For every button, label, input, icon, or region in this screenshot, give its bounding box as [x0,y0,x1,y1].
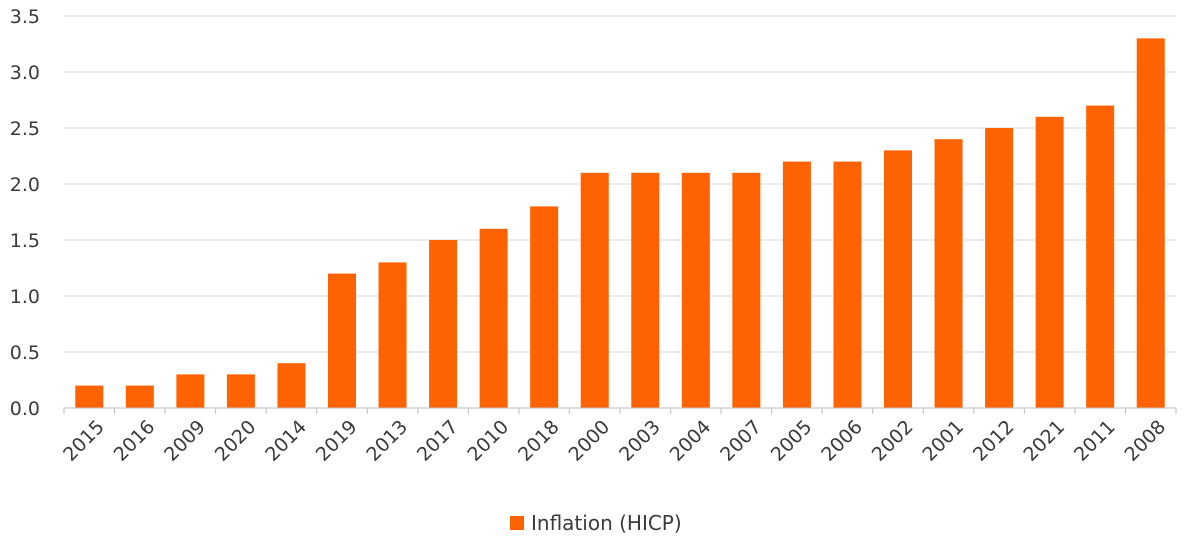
bar-2013 [378,262,407,408]
x-tick-label: 2014 [261,416,311,466]
x-tick-label: 2008 [1121,416,1171,466]
bar-2019 [328,273,356,408]
bar-2006 [833,161,862,408]
bar-2014 [277,363,306,408]
bar-2004 [681,172,710,408]
x-tick-label: 2005 [767,416,817,466]
bar-2002 [884,150,912,408]
x-tick-label: 2004 [666,416,716,466]
y-tick-label: 0.5 [10,342,40,364]
bar-2008 [1136,38,1165,409]
y-tick-label: 2.5 [10,118,40,140]
x-tick-label: 2020 [211,416,261,466]
bar-2012 [985,128,1014,408]
x-tick-label: 2011 [1070,416,1120,466]
bar-2003 [631,172,660,408]
x-tick-label: 2019 [312,416,362,466]
x-tick-label: 2013 [362,416,412,466]
x-tick-label: 2021 [1019,416,1069,466]
bars [75,38,1165,409]
y-tick-label: 3.5 [10,6,40,28]
bar-2018 [530,206,559,408]
bar-2005 [782,161,811,408]
bar-2015 [75,385,104,408]
bar-2007 [732,172,761,408]
legend: Inflation (HICP) [510,511,682,535]
legend-swatch-inflation-hicp [510,516,524,530]
y-tick-label: 1.5 [10,230,40,252]
x-axis [63,407,1177,414]
bar-2016 [125,385,154,408]
x-tick-label: 2012 [969,416,1019,466]
x-tick-label: 2001 [918,416,968,466]
x-tick-label: 2009 [160,416,210,466]
bar-2009 [176,374,205,408]
y-tick-label: 3.0 [10,62,40,84]
x-tick-label: 2018 [514,416,564,466]
bar-2011 [1086,105,1115,408]
y-tick-label: 0.0 [10,398,40,420]
y-tick-label: 2.0 [10,174,40,196]
y-tick-label: 1.0 [10,286,40,308]
bar-2010 [479,228,508,408]
x-axis-tick-labels: 2015 2016 2009 2020 2014 2019 2013 2017 2010 2018… [59,416,1170,466]
legend-label-inflation-hicp: Inflation (HICP) [531,511,682,535]
x-tick-label: 2003 [615,416,665,466]
bar-2021 [1035,116,1064,409]
x-tick-label: 2015 [59,416,109,466]
x-tick-label: 2007 [716,416,766,466]
x-tick-label: 2010 [463,416,513,466]
x-tick-label: 2016 [110,416,160,466]
bar-2000 [580,172,609,408]
x-tick-label: 2006 [817,416,867,466]
bar-2020 [226,374,255,408]
x-tick-label: 2002 [868,416,918,466]
bar-2001 [934,139,963,408]
x-tick-label: 2000 [565,416,615,466]
y-axis-tick-labels: 0.0 0.5 1.0 1.5 2.0 2.5 3.0 3.5 [10,6,40,420]
grid-lines [64,15,1176,353]
bar-2017 [429,240,458,408]
x-tick-label: 2017 [413,416,463,466]
